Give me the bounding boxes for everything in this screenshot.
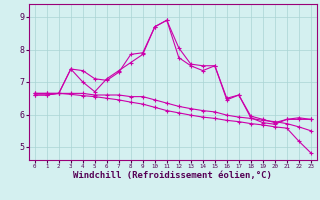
X-axis label: Windchill (Refroidissement éolien,°C): Windchill (Refroidissement éolien,°C) <box>73 171 272 180</box>
